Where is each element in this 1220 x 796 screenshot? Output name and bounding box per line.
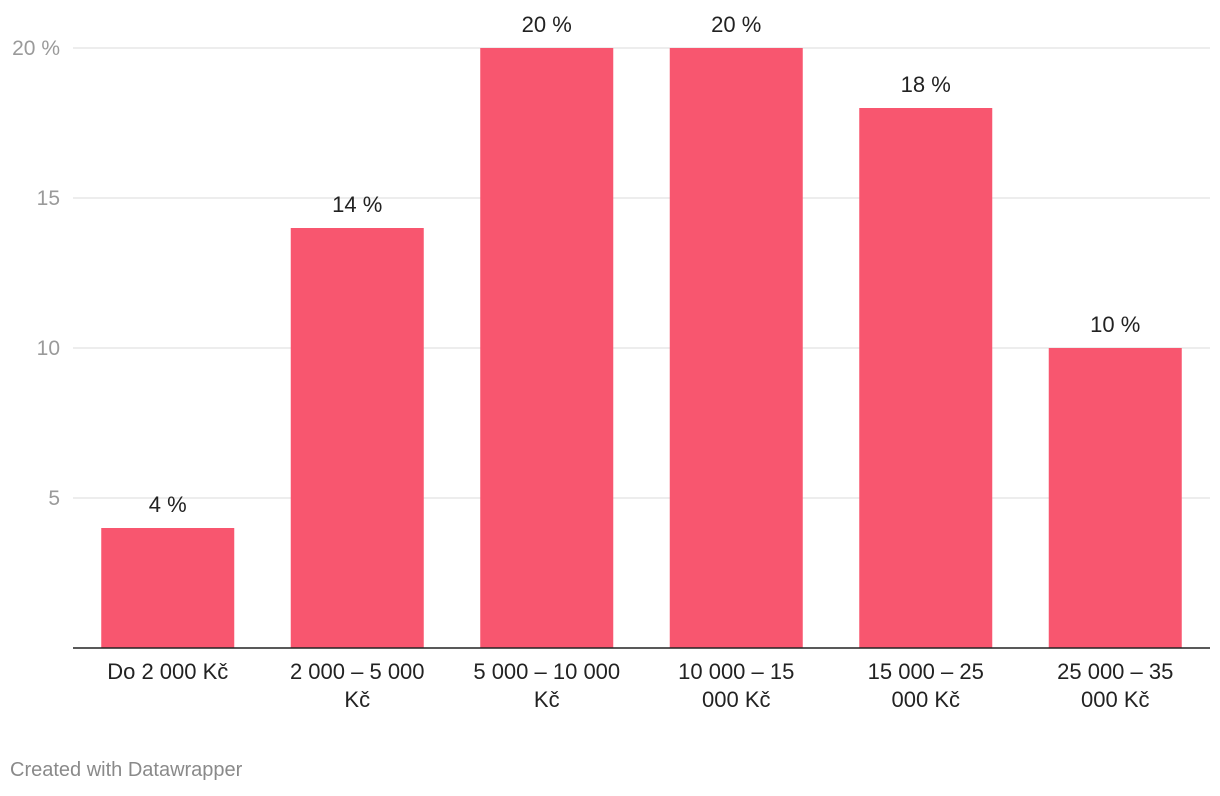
bar-value-label: 18 % — [901, 72, 951, 97]
bar — [859, 108, 993, 648]
value-labels: 4 % 14 % 20 % 20 % 18 % 10 % — [149, 12, 1141, 517]
grid-lines — [73, 47, 1210, 499]
bar — [101, 528, 235, 648]
x-category-label: 10 000 – 15 000 Kč — [678, 659, 794, 712]
x-category-label: 5 000 – 10 000 Kč — [473, 659, 620, 712]
bar — [669, 48, 803, 648]
y-tick-label: 5 — [48, 487, 60, 510]
bar — [290, 228, 424, 648]
bar-value-label: 4 % — [149, 492, 187, 517]
bar-value-label: 20 % — [522, 12, 572, 37]
bar — [480, 48, 614, 648]
x-axis-labels: Do 2 000 Kč 2 000 – 5 000 Kč 5 000 – 10 000… — [107, 659, 1173, 712]
x-category-label: 15 000 – 25 000 Kč — [868, 659, 984, 712]
bar-value-label: 20 % — [711, 12, 761, 37]
x-category-label: Do 2 000 Kč — [107, 659, 228, 684]
y-tick-label: 10 — [37, 337, 60, 360]
x-category-label: 2 000 – 5 000 Kč — [290, 659, 425, 712]
bar-value-label: 14 % — [332, 192, 382, 217]
bar-value-label: 10 % — [1090, 312, 1140, 337]
credit-text: Created with Datawrapper — [10, 759, 243, 781]
y-tick-label: 20 % — [12, 37, 60, 60]
bar — [1048, 348, 1182, 648]
y-axis-ticks: 5 10 15 20 % — [12, 37, 60, 510]
x-category-label: 25 000 – 35 000 Kč — [1057, 659, 1173, 712]
y-tick-label: 15 — [37, 187, 60, 210]
bars — [101, 48, 1182, 648]
